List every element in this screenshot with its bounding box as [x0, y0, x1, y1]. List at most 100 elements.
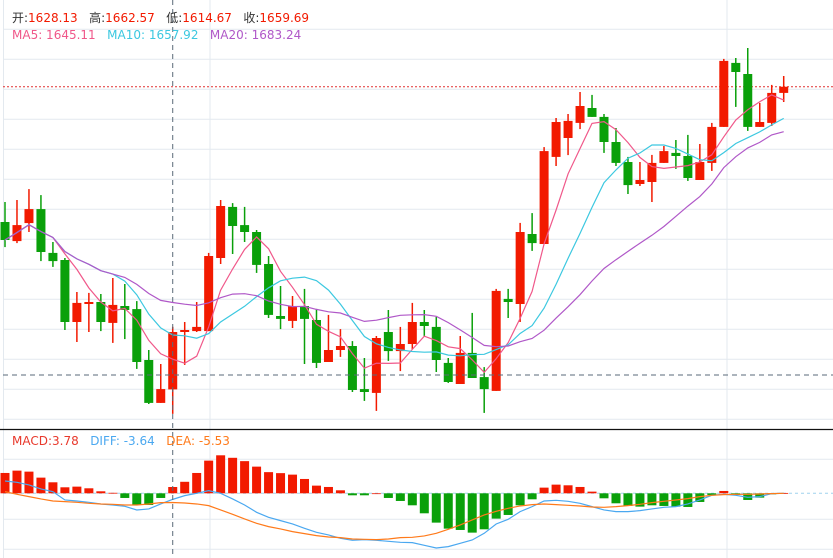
candle-body: [575, 106, 585, 123]
ma10-legend: MA10: 1657.92: [107, 28, 199, 42]
macd-bar: [515, 493, 525, 506]
candle-body: [371, 338, 381, 393]
candle-body: [48, 252, 58, 262]
macd-bar: [120, 493, 130, 498]
ma20-legend: MA20: 1683.24: [209, 28, 302, 42]
candle-body: [731, 62, 741, 72]
candle-body: [347, 346, 357, 390]
macd-bar: [84, 488, 94, 494]
candle-body: [0, 222, 10, 240]
low-label: 低:: [166, 11, 183, 25]
candle-body: [359, 389, 369, 392]
macd-bar: [611, 493, 621, 504]
high-label: 高:: [89, 11, 106, 25]
macd-bar: [491, 493, 501, 519]
candle-body: [587, 108, 597, 117]
open-label: 开:: [12, 11, 29, 25]
macd-bar: [539, 487, 549, 494]
candle-body: [539, 151, 549, 244]
candle-body: [647, 162, 657, 182]
macd-bar: [264, 472, 274, 494]
candle-body: [527, 234, 537, 244]
candle-body: [599, 116, 609, 142]
candle-body: [311, 320, 321, 363]
candle-body: [671, 152, 681, 156]
candle-body: [767, 92, 777, 123]
macd-bar: [467, 493, 477, 533]
candle-body: [407, 322, 417, 344]
macd-bar: [335, 490, 345, 494]
candle-body: [695, 162, 705, 180]
candle-body: [659, 151, 669, 163]
ohlc-legend: 开:1628.13 高:1662.57 低:1614.67 收:1659.69: [12, 9, 309, 26]
macd-bar: [623, 493, 633, 506]
candle-body: [264, 264, 274, 315]
macd-bar: [647, 493, 657, 506]
candle-body: [683, 156, 693, 178]
macd-legend: MACD:3.78 DIFF: -3.64 DEA: -5.53: [12, 434, 230, 448]
candle-body: [755, 122, 765, 127]
candle-body: [479, 377, 489, 390]
open-value: 1628.13: [28, 11, 78, 25]
candle-body: [335, 346, 345, 350]
macd-bar: [228, 457, 238, 494]
low-value: 1614.67: [182, 11, 232, 25]
candle-body: [707, 126, 717, 163]
candle-body: [563, 120, 573, 138]
ma10-line: [4, 117, 784, 357]
macd-bar: [60, 487, 70, 494]
candle-body: [192, 326, 202, 332]
macd-bar: [683, 493, 693, 507]
close-label: 收:: [243, 11, 260, 25]
candle-body: [204, 256, 214, 332]
candle-body: [132, 309, 142, 362]
candle-body: [491, 290, 501, 391]
candle-body: [288, 306, 298, 321]
macd-value: MACD:3.78: [12, 434, 79, 448]
candle-body: [623, 162, 633, 186]
macd-bar: [707, 493, 717, 495]
macd-bar: [144, 493, 154, 505]
macd-bar: [719, 490, 729, 494]
macd-bar: [455, 493, 465, 530]
candle-body: [216, 206, 226, 258]
candle-body: [443, 362, 453, 382]
macd-bar: [587, 491, 597, 494]
macd-bar: [300, 478, 309, 494]
candle-body: [36, 209, 46, 252]
macd-bar: [132, 493, 142, 505]
candle-body: [551, 122, 561, 157]
candle-body: [300, 306, 309, 319]
macd-bar: [36, 477, 46, 494]
macd-bar: [635, 493, 645, 507]
candle-body: [503, 298, 513, 302]
candle-body: [228, 206, 238, 226]
macd-bar: [240, 461, 250, 494]
macd-bar: [96, 491, 106, 494]
macd-bar: [371, 493, 381, 495]
macd-bar: [503, 493, 513, 515]
macd-bar: [252, 466, 262, 494]
macd-bar: [743, 493, 753, 500]
macd-bar: [695, 493, 705, 502]
dea-value: DEA: -5.53: [166, 434, 230, 448]
macd-bar: [24, 471, 34, 494]
macd-bar: [180, 481, 190, 494]
candle-body: [96, 302, 106, 322]
macd-bar: [407, 493, 417, 506]
diff-value: DIFF: -3.64: [90, 434, 155, 448]
macd-bar: [72, 486, 82, 494]
ma5-legend: MA5: 1645.11: [12, 28, 96, 42]
macd-bar: [204, 460, 214, 494]
macd-bar: [443, 493, 453, 529]
macd-bar: [383, 493, 393, 498]
candle-body: [252, 232, 262, 265]
candle-body: [635, 180, 645, 184]
macd-bar: [0, 472, 10, 494]
candle-body: [72, 302, 82, 322]
macd-bar: [575, 486, 585, 494]
candle-body: [276, 316, 286, 319]
macd-bar: [395, 493, 405, 501]
macd-bar: [276, 473, 286, 494]
